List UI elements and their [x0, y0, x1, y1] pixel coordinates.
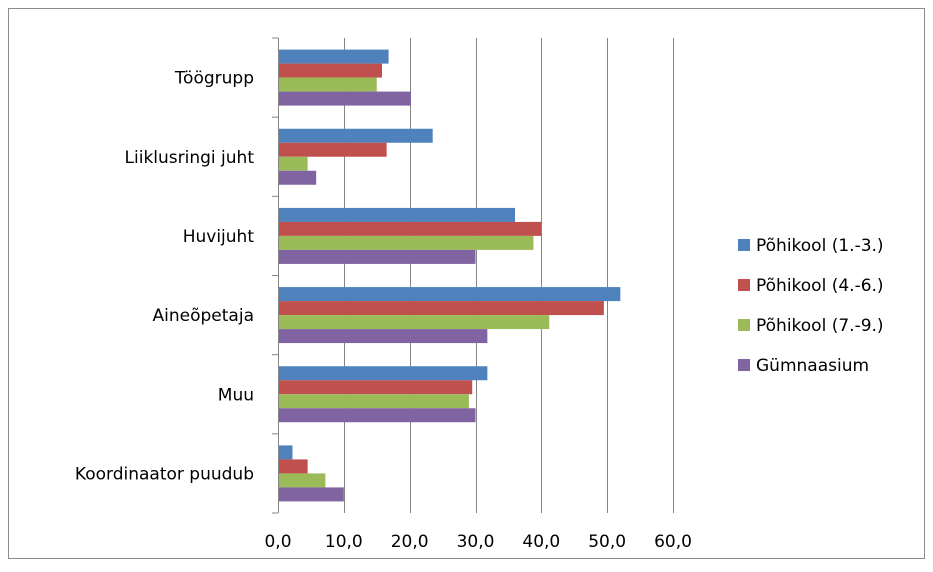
category-label: Muu: [218, 385, 254, 405]
legend-swatch: [738, 279, 750, 291]
legend-label: Põhikool (7.-9.): [756, 316, 884, 336]
bar: [278, 170, 317, 185]
bar: [278, 156, 308, 171]
bar: [278, 63, 383, 78]
category-label: Aineõpetaja: [153, 306, 254, 326]
bar: [278, 128, 433, 143]
x-tick-label: 60,0: [654, 532, 692, 552]
x-tick-label: 20,0: [391, 532, 429, 552]
bar: [278, 91, 411, 106]
x-tick-label: 50,0: [588, 532, 626, 552]
bar: [278, 207, 515, 222]
bar: [278, 408, 476, 423]
legend-label: Põhikool (1.-3.): [756, 236, 884, 256]
legend-swatch: [738, 239, 750, 251]
bar: [278, 315, 550, 330]
bar: [278, 249, 476, 264]
legend: Põhikool (1.-3.) Põhikool (4.-6.) Põhikool…: [738, 236, 884, 376]
bar: [278, 77, 377, 92]
legend-swatch: [738, 359, 750, 371]
legend-label: Põhikool (4.-6.): [756, 276, 884, 296]
category-labels: Töögrupp Liiklusringi juht Huvijuht Aineõpe…: [75, 37, 278, 514]
bar: [278, 473, 326, 488]
category-label: Koordinaator puudub: [75, 464, 254, 484]
bar: [278, 445, 293, 460]
x-tick-label: 30,0: [457, 532, 495, 552]
bar: [278, 49, 389, 64]
bar: [278, 380, 473, 395]
bar: [278, 487, 344, 502]
bar: [278, 459, 308, 474]
category-label: Huvijuht: [183, 227, 255, 247]
bar: [278, 394, 469, 409]
x-tick-label: 10,0: [325, 532, 363, 552]
bar: [278, 221, 542, 236]
x-tick-label: 40,0: [522, 532, 560, 552]
x-tick-labels: 0,0 10,0 20,0 30,0 40,0 50,0 60,0: [264, 532, 691, 552]
bar: [278, 142, 387, 157]
bar: [278, 287, 621, 302]
gridlines: [344, 38, 674, 513]
x-tick-label: 0,0: [264, 532, 291, 552]
chart-border: [8, 8, 925, 559]
bars: [278, 49, 621, 502]
bar: [278, 235, 534, 250]
category-label: Liiklusringi juht: [125, 148, 255, 168]
bar: [278, 301, 604, 316]
legend-swatch: [738, 319, 750, 331]
bar: [278, 366, 488, 381]
bar: [278, 329, 488, 344]
legend-label: Gümnaasium: [756, 356, 869, 376]
category-label: Töögrupp: [174, 69, 254, 89]
